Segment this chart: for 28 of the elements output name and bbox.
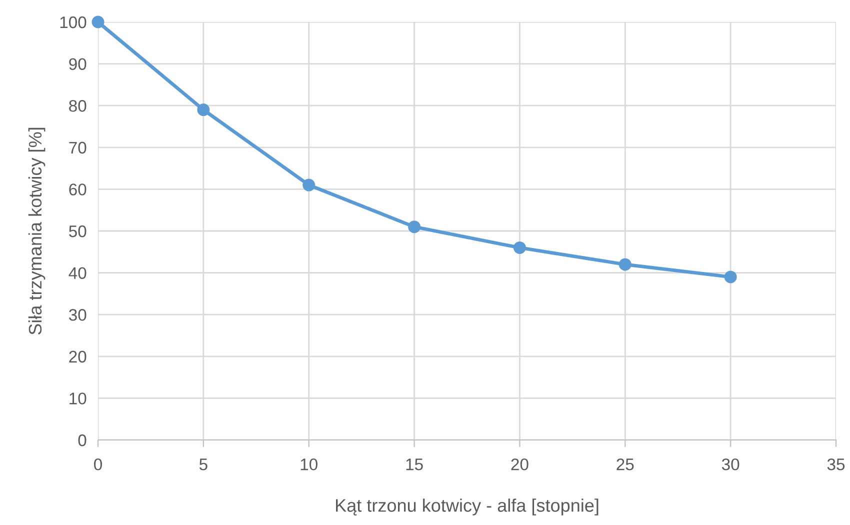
point: [724, 270, 737, 284]
y-tick-label: 40: [68, 267, 86, 280]
y-tick-label: 100: [60, 16, 86, 28]
x-tick-label: 10: [300, 458, 318, 470]
point: [92, 16, 104, 28]
y-tick-label: 70: [69, 142, 86, 154]
y-tick-label: 0: [78, 434, 86, 446]
y-tick-label: 30: [68, 309, 86, 321]
x-tick-label: 5: [199, 458, 208, 470]
x-tick-label: 15: [406, 458, 423, 470]
x-tick-label: 30: [722, 458, 740, 470]
point: [197, 104, 210, 116]
point: [618, 258, 632, 271]
x-tick-label: 25: [616, 458, 634, 470]
y-tick-label: 60: [69, 184, 86, 196]
x-tick-label: 20: [511, 458, 528, 470]
point: [408, 220, 421, 234]
y-axis-title: Siła trzymania kotwicy [%]: [28, 128, 46, 335]
y-tick-label: 80: [69, 100, 86, 112]
y-tick-label: 50: [69, 225, 86, 238]
y-tick-label: 10: [70, 392, 86, 404]
y-tick-label: 90: [69, 58, 86, 70]
x-axis-title: Kąt trzonu kotwicy - alfa [stopnie]: [336, 498, 598, 516]
y-tick-label: 20: [69, 350, 86, 363]
point: [302, 178, 316, 192]
x-tick-label: 0: [94, 458, 102, 470]
point: [513, 241, 526, 254]
x-tick-label: 35: [827, 458, 845, 470]
